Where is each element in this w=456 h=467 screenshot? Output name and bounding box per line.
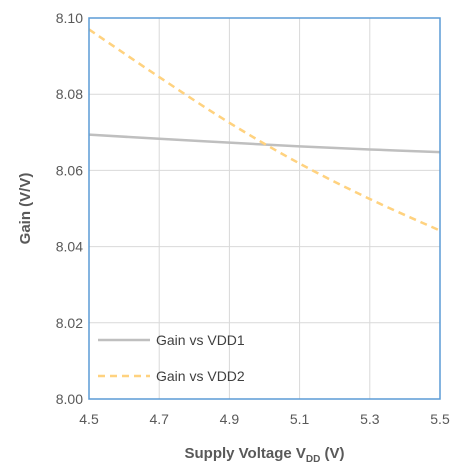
- y-tick-labels: 8.00 8.02 8.04 8.06 8.08 8.10: [56, 10, 83, 407]
- x-tick-label: 5.3: [360, 411, 380, 427]
- x-axis-title-subscript: DD: [306, 454, 320, 465]
- y-tick-label: 8.00: [56, 391, 83, 407]
- x-tick-labels: 4.5 4.7 4.9 5.1 5.3 5.5: [79, 411, 450, 427]
- x-tick-label: 5.5: [430, 411, 450, 427]
- y-tick-label: 8.08: [56, 86, 83, 102]
- x-tick-label: 4.5: [79, 411, 99, 427]
- x-axis-title: Supply Voltage VDD (V): [184, 445, 344, 465]
- x-tick-label: 5.1: [290, 411, 310, 427]
- y-tick-label: 8.04: [56, 239, 83, 255]
- series-layer: [88, 28, 441, 232]
- legend-label-vdd2: Gain vs VDD2: [156, 368, 245, 384]
- y-tick-label: 8.02: [56, 315, 83, 331]
- plot-area-frame: [88, 17, 441, 400]
- y-axis-title: Gain (V/V): [17, 173, 34, 245]
- x-axis-title-main: Supply Voltage V: [184, 445, 305, 462]
- x-tick-label: 4.7: [149, 411, 169, 427]
- legend-label-vdd1: Gain vs VDD1: [156, 332, 245, 348]
- x-axis-title-suffix: (V): [320, 445, 344, 462]
- y-tick-label: 8.06: [56, 162, 83, 178]
- series-line-vdd2: [88, 28, 441, 232]
- x-tick-label: 4.9: [220, 411, 240, 427]
- legend: Gain vs VDD1 Gain vs VDD2: [98, 332, 245, 384]
- y-tick-label: 8.10: [56, 10, 83, 26]
